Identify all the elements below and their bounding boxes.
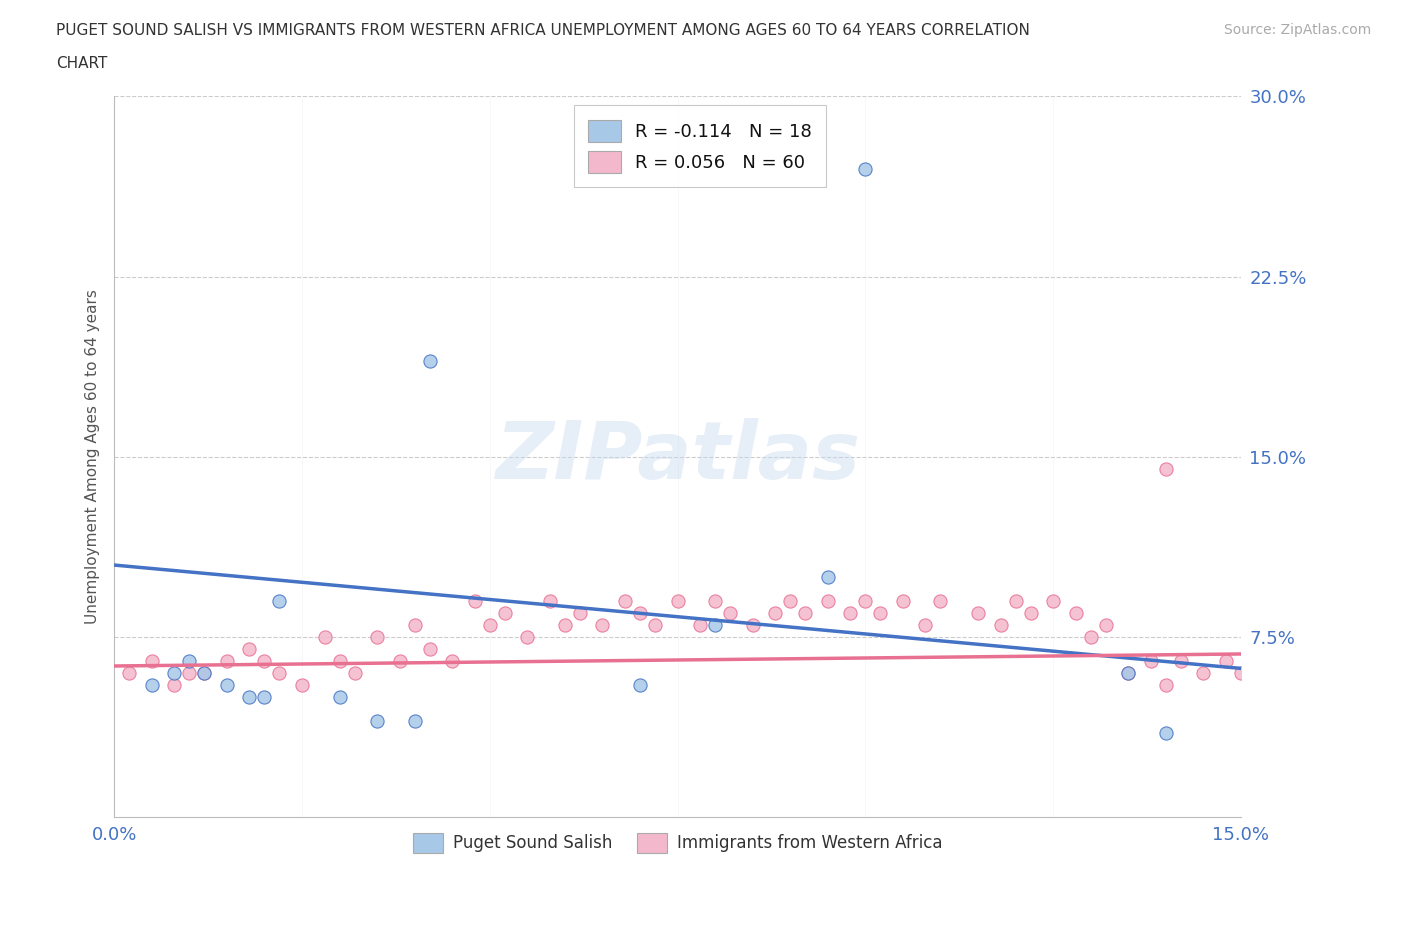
Point: [404, 618, 426, 632]
Point: [253, 690, 276, 705]
Point: [516, 630, 538, 644]
Point: [568, 605, 591, 620]
Point: [1139, 654, 1161, 669]
Point: [817, 570, 839, 585]
Point: [141, 678, 163, 693]
Point: [269, 593, 291, 608]
Point: [1215, 654, 1237, 669]
Point: [1094, 618, 1116, 632]
Point: [419, 642, 441, 657]
Point: [1004, 593, 1026, 608]
Point: [478, 618, 501, 632]
Point: [554, 618, 576, 632]
Point: [914, 618, 936, 632]
Point: [193, 666, 215, 681]
Point: [238, 642, 260, 657]
Point: [538, 593, 561, 608]
Point: [366, 714, 388, 729]
Text: Source: ZipAtlas.com: Source: ZipAtlas.com: [1223, 23, 1371, 37]
Point: [464, 593, 486, 608]
Point: [238, 690, 260, 705]
Point: [1116, 666, 1139, 681]
Point: [628, 678, 651, 693]
Point: [1170, 654, 1192, 669]
Point: [366, 630, 388, 644]
Text: ZIPatlas: ZIPatlas: [495, 418, 860, 496]
Point: [990, 618, 1012, 632]
Point: [1080, 630, 1102, 644]
Point: [1042, 593, 1064, 608]
Point: [163, 678, 186, 693]
Point: [1064, 605, 1087, 620]
Point: [741, 618, 763, 632]
Point: [328, 654, 350, 669]
Point: [1154, 725, 1177, 740]
Point: [215, 654, 238, 669]
Point: [929, 593, 952, 608]
Point: [1019, 605, 1042, 620]
Point: [839, 605, 862, 620]
Point: [404, 714, 426, 729]
Point: [853, 161, 876, 176]
Point: [215, 678, 238, 693]
Point: [193, 666, 215, 681]
Point: [853, 593, 876, 608]
Point: [441, 654, 464, 669]
Point: [704, 618, 727, 632]
Point: [794, 605, 817, 620]
Point: [179, 666, 201, 681]
Point: [817, 593, 839, 608]
Point: [291, 678, 314, 693]
Point: [718, 605, 741, 620]
Point: [328, 690, 350, 705]
Point: [1154, 678, 1177, 693]
Point: [253, 654, 276, 669]
Point: [763, 605, 786, 620]
Point: [614, 593, 637, 608]
Point: [704, 593, 727, 608]
Point: [1192, 666, 1215, 681]
Point: [163, 666, 186, 681]
Point: [644, 618, 666, 632]
Point: [591, 618, 613, 632]
Point: [179, 654, 201, 669]
Point: [1116, 666, 1139, 681]
Point: [891, 593, 914, 608]
Point: [779, 593, 801, 608]
Point: [628, 605, 651, 620]
Point: [343, 666, 366, 681]
Point: [388, 654, 411, 669]
Point: [141, 654, 163, 669]
Text: CHART: CHART: [56, 56, 108, 71]
Point: [118, 666, 141, 681]
Point: [494, 605, 516, 620]
Point: [869, 605, 891, 620]
Point: [1154, 461, 1177, 476]
Point: [1230, 666, 1253, 681]
Text: PUGET SOUND SALISH VS IMMIGRANTS FROM WESTERN AFRICA UNEMPLOYMENT AMONG AGES 60 : PUGET SOUND SALISH VS IMMIGRANTS FROM WE…: [56, 23, 1031, 38]
Point: [666, 593, 689, 608]
Legend: Puget Sound Salish, Immigrants from Western Africa: Puget Sound Salish, Immigrants from West…: [406, 826, 949, 859]
Y-axis label: Unemployment Among Ages 60 to 64 years: Unemployment Among Ages 60 to 64 years: [86, 289, 100, 624]
Point: [269, 666, 291, 681]
Point: [314, 630, 336, 644]
Point: [419, 353, 441, 368]
Point: [967, 605, 990, 620]
Point: [689, 618, 711, 632]
